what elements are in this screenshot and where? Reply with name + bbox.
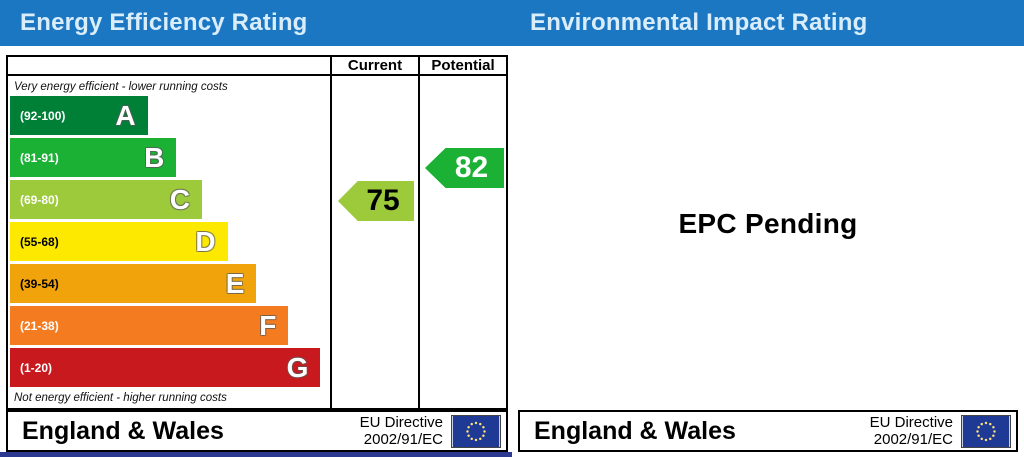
band-letter: D bbox=[195, 225, 216, 257]
eu-directive-label: EU Directive 2002/91/EC bbox=[870, 414, 961, 449]
band-a: (92-100) A bbox=[10, 96, 148, 135]
band-letter: G bbox=[286, 351, 309, 383]
band-e: (39-54) E bbox=[10, 264, 257, 303]
band-b: (81-91) B bbox=[10, 138, 177, 177]
caption-not-efficient: Not energy efficient - higher running co… bbox=[14, 392, 227, 404]
footer-left: England & Wales EU Directive 2002/91/EC bbox=[6, 410, 508, 452]
chart-header-spacer bbox=[8, 57, 330, 74]
band-c: (69-80) C bbox=[10, 180, 202, 219]
eu-directive-label: EU Directive 2002/91/EC bbox=[360, 414, 451, 449]
chart-header-row: Current Potential bbox=[8, 57, 506, 76]
potential-column-header: Potential bbox=[418, 57, 506, 74]
caption-efficient: Very energy efficient - lower running co… bbox=[14, 81, 228, 93]
band-d: (55-68) D bbox=[10, 222, 228, 261]
band-letter: B bbox=[144, 141, 165, 173]
band-range: (39-54) bbox=[20, 276, 59, 291]
band-range: (21-38) bbox=[20, 318, 59, 333]
header-band bbox=[0, 0, 1024, 46]
region-label: England & Wales bbox=[534, 416, 736, 445]
band-range: (55-68) bbox=[20, 234, 59, 249]
environmental-impact-title: Environmental Impact Rating bbox=[530, 9, 868, 36]
band-letter: E bbox=[225, 267, 245, 299]
energy-efficiency-title: Energy Efficiency Rating bbox=[20, 9, 308, 36]
band-range: (92-100) bbox=[20, 108, 66, 123]
band-g: (1-20) G bbox=[10, 348, 321, 387]
band-range: (81-91) bbox=[20, 150, 59, 165]
current-column: 75 bbox=[330, 76, 418, 409]
current-rating-arrow: 75 bbox=[338, 181, 414, 221]
energy-efficiency-chart: Current Potential Very energy efficient … bbox=[6, 55, 508, 410]
eu-flag-icon bbox=[451, 414, 501, 448]
current-column-header: Current bbox=[330, 57, 418, 74]
band-range: (1-20) bbox=[20, 360, 53, 375]
band-f: (21-38) F bbox=[10, 306, 289, 345]
potential-column: 82 bbox=[418, 76, 506, 409]
band-letter: C bbox=[169, 183, 190, 215]
band-ramp: Very energy efficient - lower running co… bbox=[8, 76, 330, 409]
band-letter: A bbox=[115, 99, 136, 131]
epc-pending-status: EPC Pending bbox=[678, 208, 858, 239]
band-letter: F bbox=[259, 309, 277, 341]
eu-directive-line2: 2002/91/EC bbox=[363, 431, 443, 448]
chart-body: Very energy efficient - lower running co… bbox=[8, 76, 506, 409]
footer-right: England & Wales EU Directive 2002/91/EC bbox=[518, 410, 1018, 452]
eu-flag-icon bbox=[961, 414, 1011, 448]
band-range: (69-80) bbox=[20, 192, 59, 207]
potential-rating-arrow: 82 bbox=[425, 148, 504, 188]
eu-directive-line2: 2002/91/EC bbox=[873, 431, 953, 448]
bottom-strip bbox=[0, 452, 512, 457]
region-label: England & Wales bbox=[22, 416, 224, 445]
eu-directive-line1: EU Directive bbox=[359, 413, 443, 431]
eu-directive-line1: EU Directive bbox=[869, 413, 953, 431]
